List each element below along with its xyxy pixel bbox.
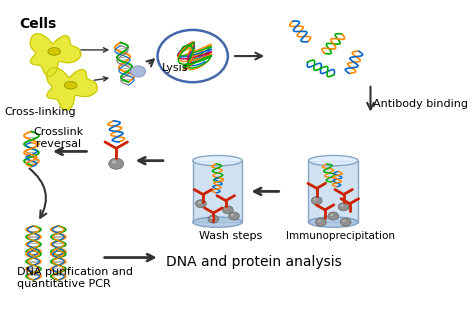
Circle shape — [198, 201, 201, 204]
Circle shape — [109, 158, 124, 169]
Circle shape — [330, 214, 333, 216]
Circle shape — [228, 212, 239, 220]
Text: Cells: Cells — [19, 17, 56, 32]
Ellipse shape — [64, 82, 77, 89]
Text: Wash steps: Wash steps — [199, 231, 262, 241]
Circle shape — [225, 207, 228, 210]
Text: DNA purification and
quantitative PCR: DNA purification and quantitative PCR — [17, 267, 133, 289]
Circle shape — [311, 197, 322, 205]
Circle shape — [340, 204, 344, 207]
Circle shape — [342, 220, 346, 222]
Text: Immunoprecipitation: Immunoprecipitation — [286, 231, 395, 241]
Text: Crosslink
reversal: Crosslink reversal — [33, 127, 83, 149]
Circle shape — [196, 200, 206, 208]
Circle shape — [316, 218, 326, 226]
Circle shape — [231, 214, 234, 216]
Text: Antibody binding: Antibody binding — [373, 99, 467, 109]
Text: Lysis: Lysis — [162, 63, 188, 74]
Ellipse shape — [309, 155, 358, 166]
Circle shape — [340, 218, 351, 226]
Ellipse shape — [193, 155, 242, 166]
Circle shape — [222, 206, 233, 214]
Polygon shape — [309, 161, 358, 222]
Circle shape — [208, 215, 219, 223]
Ellipse shape — [309, 217, 358, 227]
Circle shape — [131, 66, 146, 77]
Polygon shape — [47, 68, 98, 110]
Polygon shape — [193, 161, 242, 222]
Ellipse shape — [48, 48, 61, 55]
Text: DNA and protein analysis: DNA and protein analysis — [166, 255, 342, 269]
Circle shape — [318, 220, 321, 222]
Circle shape — [313, 198, 317, 201]
Ellipse shape — [193, 217, 242, 227]
Circle shape — [210, 217, 213, 219]
Polygon shape — [30, 34, 81, 76]
Circle shape — [328, 212, 338, 220]
Text: Cross-linking: Cross-linking — [4, 107, 75, 116]
Circle shape — [112, 160, 116, 164]
Circle shape — [338, 203, 349, 211]
